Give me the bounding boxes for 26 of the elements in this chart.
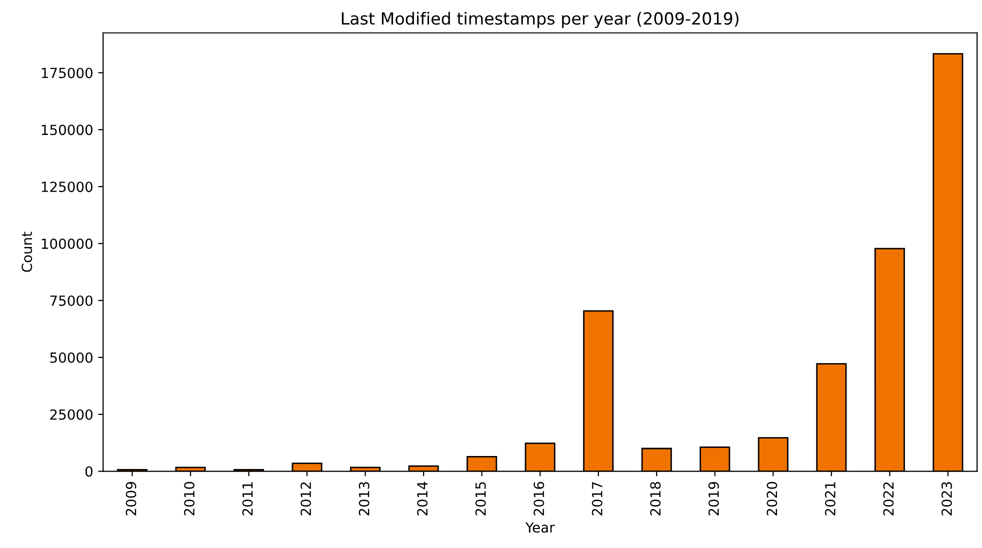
x-axis-title: Year bbox=[525, 522, 555, 533]
y-tick-label: 0 bbox=[85, 466, 92, 477]
x-tick-label: 2014 bbox=[417, 482, 428, 516]
y-axis-title: Count bbox=[22, 232, 32, 272]
y-tick-label: 150000 bbox=[42, 124, 92, 136]
chart-title: Last Modified timestamps per year (2009-2019) bbox=[342, 12, 738, 28]
y-tick-label: 175000 bbox=[42, 68, 92, 78]
y-tick-label: 125000 bbox=[42, 182, 92, 192]
x-tick-label: 2017 bbox=[592, 482, 602, 516]
y-tick-label: 75000 bbox=[50, 295, 92, 306]
x-tick-label: 2011 bbox=[242, 482, 253, 516]
y-tick-label: 100000 bbox=[42, 238, 92, 250]
x-tick-label: 2016 bbox=[534, 482, 544, 516]
y-tick-label: 50000 bbox=[50, 352, 92, 363]
x-tick-label: 2023 bbox=[941, 482, 952, 516]
x-tick-label: 2019 bbox=[708, 482, 719, 516]
x-tick-label: 2012 bbox=[300, 482, 312, 516]
x-tick-label: 2021 bbox=[824, 482, 836, 516]
x-tick-label: 2020 bbox=[766, 482, 778, 516]
x-tick-label: 2022 bbox=[883, 482, 894, 516]
x-tick-label: 2015 bbox=[475, 482, 486, 516]
x-tick-label: 2013 bbox=[358, 482, 370, 516]
x-tick-label: 2010 bbox=[184, 482, 195, 516]
x-tick-label: 2009 bbox=[126, 482, 136, 516]
y-tick-label: 25000 bbox=[50, 409, 92, 420]
x-tick-label: 2018 bbox=[650, 482, 661, 516]
